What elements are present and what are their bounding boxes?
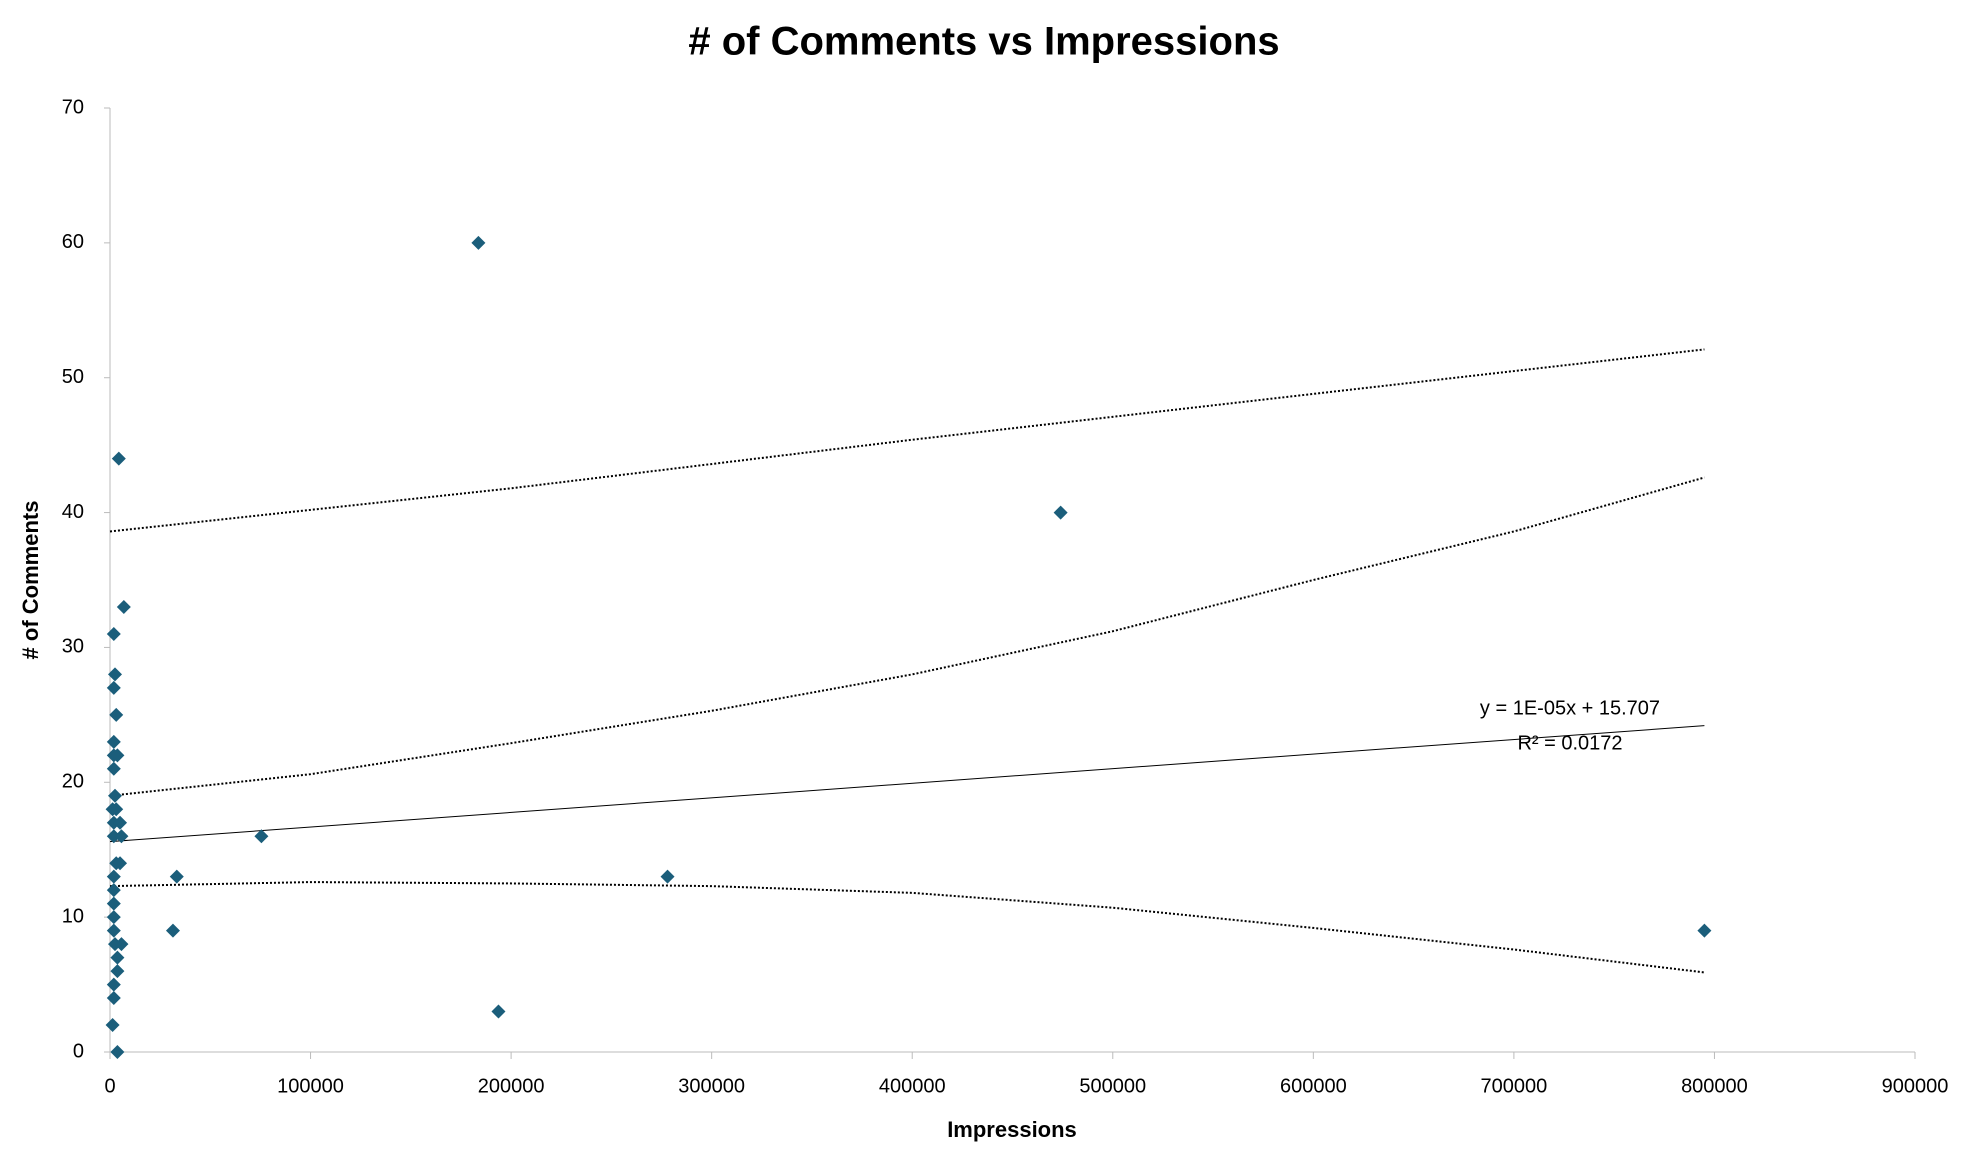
y-tick-label: 40 [62, 501, 84, 523]
y-tick-label: 0 [73, 1040, 84, 1062]
x-tick-label: 200000 [478, 1075, 545, 1097]
point [106, 977, 121, 992]
point [106, 923, 121, 938]
trend-equation: y = 1E-05x + 15.707 [1480, 697, 1660, 719]
point [471, 235, 486, 250]
point [106, 680, 121, 695]
y-tick-label: 50 [62, 366, 84, 388]
point [113, 856, 128, 871]
point [106, 991, 121, 1006]
point [105, 1018, 120, 1033]
y-tick-label: 20 [62, 771, 84, 793]
trend-line [109, 476, 1705, 797]
x-tick-label: 600000 [1280, 1075, 1347, 1097]
point [660, 869, 675, 884]
x-tick-label: 900000 [1882, 1075, 1949, 1097]
chart-title: # of Comments vs Impressions [688, 20, 1279, 64]
y-tick-label: 70 [62, 96, 84, 118]
x-tick-label: 500000 [1079, 1075, 1146, 1097]
x-tick-label: 0 [104, 1075, 115, 1097]
point [113, 815, 128, 830]
trend-line [109, 881, 1705, 974]
point [109, 707, 124, 722]
point [106, 734, 121, 749]
point [108, 788, 123, 803]
x-tick-label: 800000 [1681, 1075, 1748, 1097]
trend-line [109, 348, 1705, 533]
trend-line [109, 725, 1705, 843]
point [110, 1045, 125, 1059]
point [114, 829, 129, 844]
point [106, 829, 121, 844]
point [110, 964, 125, 979]
point [116, 599, 131, 614]
y-axis-label: # of Comments [18, 501, 43, 660]
x-tick-label: 400000 [879, 1075, 946, 1097]
point [491, 1004, 506, 1019]
point [110, 950, 125, 965]
point [165, 923, 180, 938]
point [106, 869, 121, 884]
point [1697, 923, 1712, 938]
point [106, 910, 121, 925]
point [108, 937, 123, 952]
point [105, 802, 120, 817]
point [106, 896, 121, 911]
x-axis-label: Impressions [947, 1117, 1077, 1142]
y-tick-label: 10 [62, 905, 84, 927]
x-tick-label: 300000 [678, 1075, 745, 1097]
point [106, 761, 121, 776]
point [169, 869, 184, 884]
point [110, 748, 125, 763]
x-tick-label: 100000 [277, 1075, 344, 1097]
point [254, 829, 269, 844]
x-tick-label: 700000 [1481, 1075, 1548, 1097]
point [111, 451, 126, 466]
point [106, 883, 121, 898]
y-tick-label: 60 [62, 231, 84, 253]
point [108, 667, 123, 682]
point [106, 626, 121, 641]
point [1053, 505, 1068, 520]
y-tick-label: 30 [62, 636, 84, 658]
